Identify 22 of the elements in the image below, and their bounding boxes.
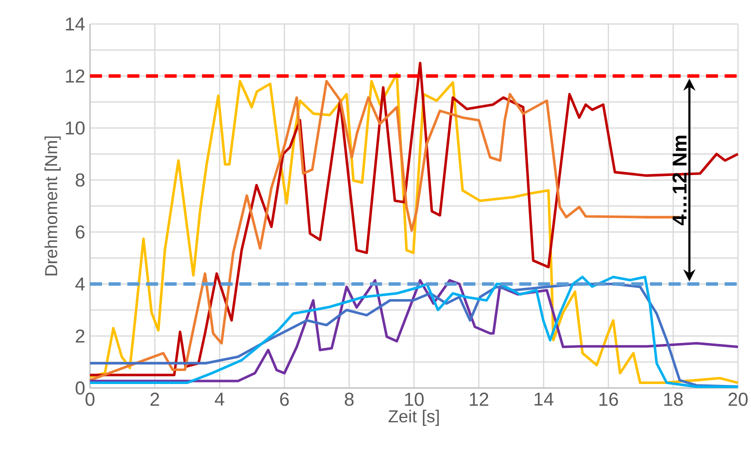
y-tick-label: 10 [66,121,85,135]
x-tick-label: 20 [728,392,748,406]
y-tick-label: 0 [76,381,85,395]
y-tick-label: 12 [66,69,84,83]
x-axis-title: Zeit [s] [388,410,439,426]
x-tick-label: 4 [214,392,224,406]
x-tick-label: 6 [280,392,289,406]
x-tick-label: 12 [470,392,488,406]
x-tick-label: 16 [599,392,618,406]
y-tick-label: 6 [76,225,84,239]
x-tick-label: 0 [86,392,94,406]
y-tick-label: 14 [66,18,85,30]
y-tick-label: 8 [76,173,84,187]
x-tick-label: 14 [534,392,554,406]
x-tick-label: 8 [344,392,354,406]
x-tick-label: 10 [405,392,424,406]
y-tick-label: 4 [75,278,85,290]
annotation: 4…12 Nm [672,136,686,226]
x-tick-label: 2 [150,392,160,406]
y-axis-title: Drehmoment [Nm] [44,136,61,276]
y-tick-label: 2 [76,329,84,343]
x-tick-label: 18 [664,392,683,406]
